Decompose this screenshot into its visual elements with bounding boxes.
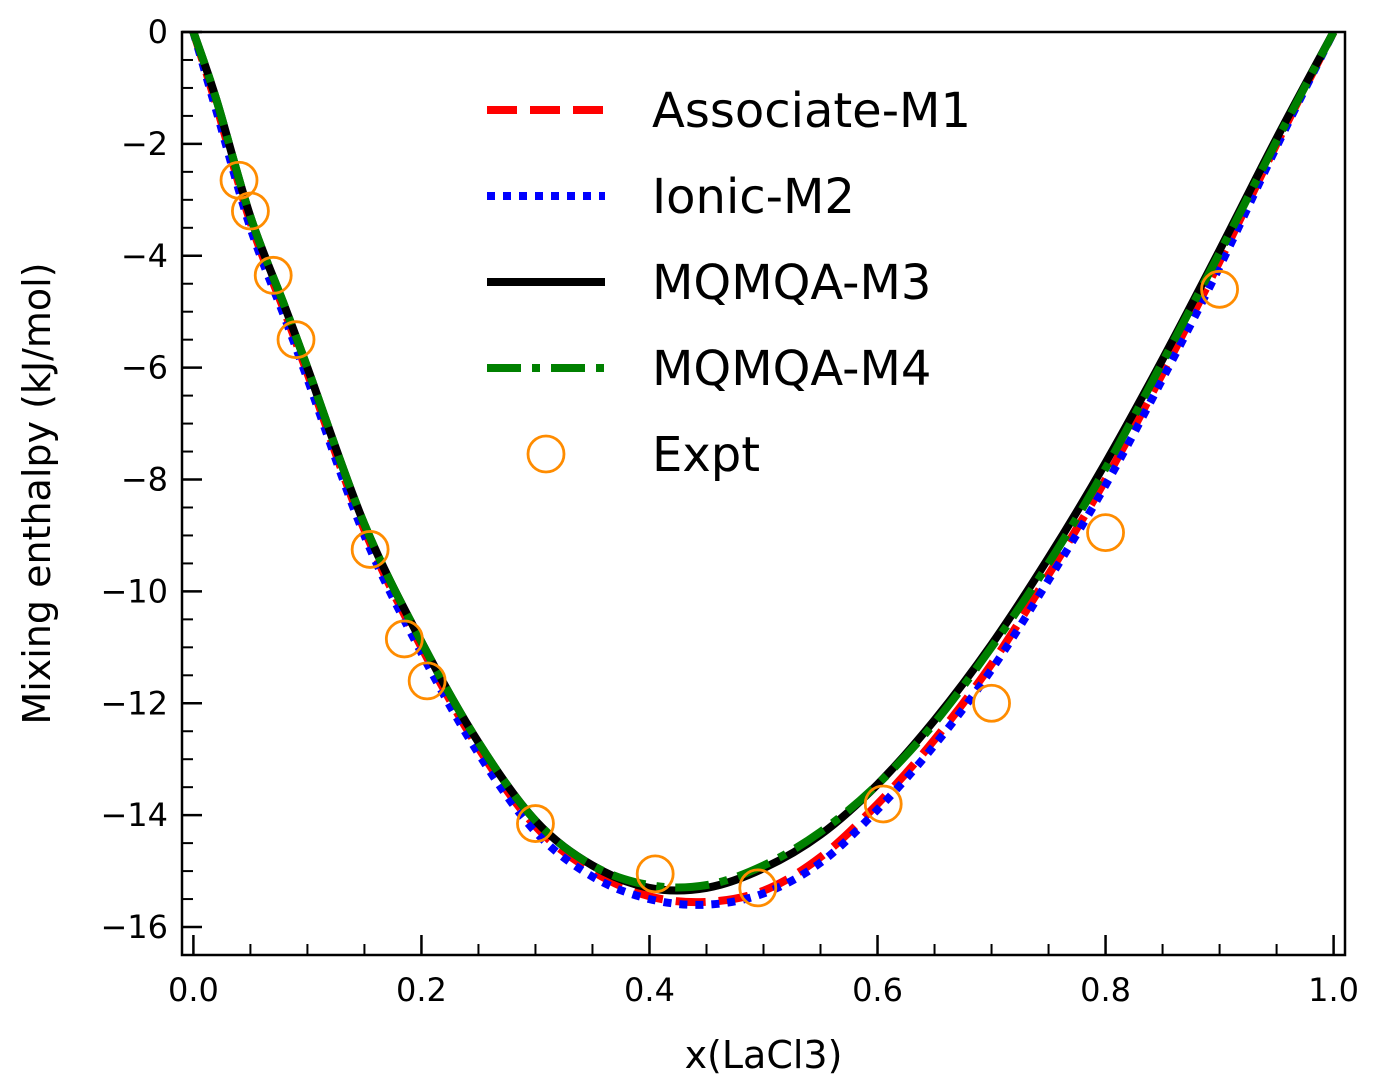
y-tick-label: −12 [100, 684, 168, 722]
data-point [350, 530, 390, 569]
legend-label-associate-m1: Associate-M1 [652, 83, 971, 139]
data-point [1086, 513, 1125, 553]
x-tick-label: 0.4 [624, 971, 675, 1009]
y-tick-label: −6 [121, 349, 168, 387]
data-point [253, 255, 293, 295]
x-tick-label: 1.0 [1308, 971, 1359, 1009]
legend-label-expt: Expt [652, 427, 760, 483]
y-tick-label: −2 [121, 125, 168, 163]
data-point [972, 683, 1011, 723]
data-point [407, 661, 447, 701]
x-tick-label: 0.8 [1080, 971, 1131, 1009]
data-point [738, 868, 778, 908]
series-line-ionic-m2 [189, 32, 1338, 909]
x-tick-label: 0.0 [168, 971, 219, 1009]
series-line-mqmqa-m3 [189, 32, 1338, 895]
y-tick-label: 0 [148, 13, 168, 51]
y-axis-title: Mixing enthalpy (kJ/mol) [15, 262, 59, 724]
data-point [276, 320, 316, 360]
data-point [635, 854, 675, 894]
legend: Associate-M1 Ionic-M2 MQMQA-M3 MQMQA-M4 Expt [487, 83, 971, 483]
data-point [231, 191, 270, 231]
data-point [516, 804, 555, 843]
axis-ticks: 0.0 0.2 0.4 0.6 0.8 1.0 0 −2 −4 −6 −8 −10 −12 −14 −16 [100, 13, 1359, 1009]
plot-area [189, 32, 1338, 909]
legend-marker-expt [526, 434, 566, 474]
series-line-mqmqa-m4 [189, 32, 1338, 892]
x-tick-label: 0.6 [852, 971, 903, 1009]
legend-label-ionic-m2: Ionic-M2 [652, 169, 855, 225]
legend-label-mqmqa-m4: MQMQA-M4 [652, 341, 931, 397]
y-tick-label: −16 [100, 908, 168, 946]
data-point [863, 784, 903, 824]
y-tick-label: −4 [121, 237, 168, 275]
x-axis-title: x(LaCl3) [685, 1033, 843, 1077]
legend-label-mqmqa-m3: MQMQA-M3 [652, 255, 931, 311]
x-tick-label: 0.2 [396, 971, 447, 1009]
y-tick-label: −8 [121, 461, 168, 499]
y-tick-label: −14 [100, 796, 168, 834]
data-point [384, 619, 424, 659]
y-tick-label: −10 [100, 572, 168, 610]
series-line-associate-m1 [189, 32, 1338, 907]
series-expt [219, 160, 1239, 908]
data-point [1200, 269, 1239, 309]
